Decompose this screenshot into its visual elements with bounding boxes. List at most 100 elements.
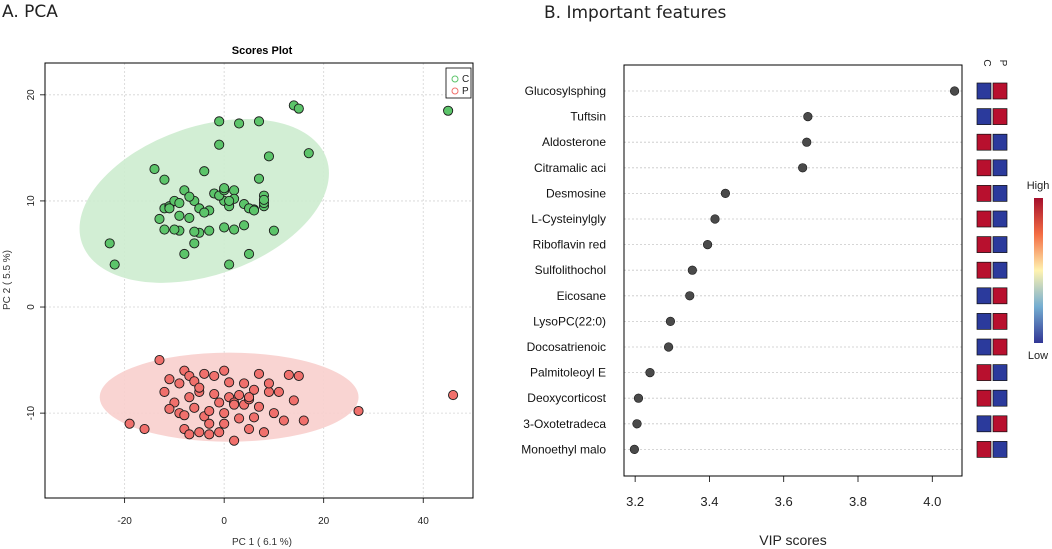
- legend-c-label: C: [462, 74, 469, 85]
- heatmap-cell-c: [976, 133, 992, 151]
- feature-label: Citramalic aci: [534, 161, 606, 175]
- score-point-p: [179, 410, 190, 421]
- score-point-c: [214, 116, 225, 127]
- score-point-c: [253, 173, 265, 184]
- heatmap-cell-p: [992, 364, 1008, 381]
- pca-title: Scores Plot: [232, 45, 293, 57]
- score-point-c: [258, 194, 270, 205]
- heatmap-cell-c: [976, 210, 992, 228]
- score-point-p: [243, 392, 255, 403]
- feature-label: Palmitoleoyl E: [530, 366, 606, 380]
- score-point-p: [189, 402, 200, 413]
- heatmap-cell-c: [976, 108, 992, 125]
- score-point-c: [104, 238, 115, 249]
- heatmap-cell-c: [976, 313, 992, 330]
- score-point-p: [184, 392, 195, 403]
- vip-x-tick-label: 3.8: [849, 494, 867, 509]
- score-point-p: [353, 405, 364, 417]
- score-point-p: [258, 427, 270, 438]
- score-point-c: [189, 238, 200, 249]
- vip-score-point: [629, 444, 640, 455]
- pca-y-tick-label: -10: [26, 405, 37, 420]
- score-point-c: [174, 197, 185, 209]
- score-point-p: [194, 382, 205, 393]
- pca-plot-frame: [44, 62, 474, 499]
- score-point-p: [174, 378, 185, 389]
- score-point-c: [253, 116, 265, 127]
- vip-x-tick-label: 3.6: [775, 494, 793, 509]
- legend-p-marker: [451, 87, 459, 95]
- score-point-c: [159, 174, 170, 185]
- feature-label: Desmosine: [546, 186, 606, 200]
- score-point-p: [229, 399, 240, 410]
- vip-x-tick-label: 3.4: [700, 494, 718, 509]
- score-point-p: [209, 370, 220, 382]
- heatmap-cell-c: [976, 287, 992, 305]
- score-point-p: [263, 378, 275, 389]
- score-point-c: [184, 212, 195, 223]
- heatmap-cell-p: [992, 415, 1008, 433]
- score-point-p: [154, 355, 165, 366]
- score-point-c: [243, 248, 255, 260]
- heatmap-cell-c: [976, 364, 992, 381]
- heatmap-cell-p: [992, 441, 1008, 458]
- vip-x-label: VIP scores: [759, 532, 826, 548]
- heatmap-cell-p: [992, 108, 1008, 125]
- score-point-c: [263, 151, 275, 162]
- heatmap-cell-c: [976, 441, 992, 458]
- score-point-c: [219, 183, 230, 194]
- vip-features-plot: Glucosylsphing Tuftsin Aldosterone Citramal…: [521, 59, 1049, 548]
- pca-x-tick-label: -20: [117, 516, 132, 527]
- score-point-p: [214, 397, 225, 408]
- score-point-p: [288, 395, 299, 406]
- score-point-p: [139, 423, 150, 435]
- vip-score-point: [632, 419, 642, 429]
- pca-y-tick-label: 10: [26, 195, 37, 207]
- vip-score-point: [645, 368, 655, 378]
- score-point-c: [303, 148, 314, 159]
- vip-score-point: [665, 316, 676, 327]
- vip-score-point: [702, 240, 713, 250]
- score-point-p: [209, 388, 220, 400]
- heatmap-cell-c: [976, 185, 992, 202]
- vip-score-point: [633, 393, 644, 403]
- vip-color-scale: High Low: [1027, 180, 1050, 362]
- vip-score-point: [720, 188, 731, 198]
- score-point-p: [204, 405, 215, 417]
- confidence-ellipse-c: [79, 119, 329, 283]
- heatmap-cell-p: [992, 210, 1008, 228]
- feature-label: Tuftsin: [570, 110, 606, 124]
- heatmap-cell-c: [976, 82, 992, 100]
- score-point-p: [124, 418, 135, 429]
- heatmap-cell-c: [976, 261, 992, 279]
- heatmap-cell-c: [976, 338, 992, 356]
- color-scale-bar: [1034, 198, 1043, 343]
- vip-x-tick-label: 4.0: [923, 494, 941, 509]
- heatmap-column-label: C: [981, 59, 992, 66]
- color-scale-high: High: [1027, 180, 1050, 192]
- score-point-c: [268, 225, 279, 236]
- score-point-c: [164, 203, 175, 214]
- feature-label: Glucosylsphing: [525, 84, 606, 98]
- score-point-p: [219, 408, 230, 419]
- score-point-p: [219, 365, 230, 376]
- legend-p-label: P: [462, 86, 469, 97]
- heatmap-cell-p: [992, 287, 1008, 305]
- score-point-p: [273, 386, 284, 397]
- heatmap-column-label: P: [997, 60, 1008, 67]
- pca-points: [104, 100, 459, 446]
- score-point-p: [278, 415, 289, 426]
- heatmap-cell-p: [992, 389, 1008, 407]
- pca-x-tick-label: 20: [318, 516, 330, 527]
- feature-label: 3-Oxotetradeca: [523, 417, 606, 431]
- score-point-c: [214, 139, 225, 150]
- score-point-c: [199, 207, 210, 218]
- pca-x-tick-label: 40: [418, 516, 430, 527]
- score-point-p: [204, 418, 215, 429]
- score-point-p: [204, 429, 215, 440]
- score-point-c: [199, 166, 210, 177]
- score-point-c: [189, 226, 200, 237]
- heatmap-cell-p: [992, 261, 1008, 279]
- pca-y-tick-label: 20: [26, 89, 37, 101]
- vip-score-point: [798, 163, 808, 173]
